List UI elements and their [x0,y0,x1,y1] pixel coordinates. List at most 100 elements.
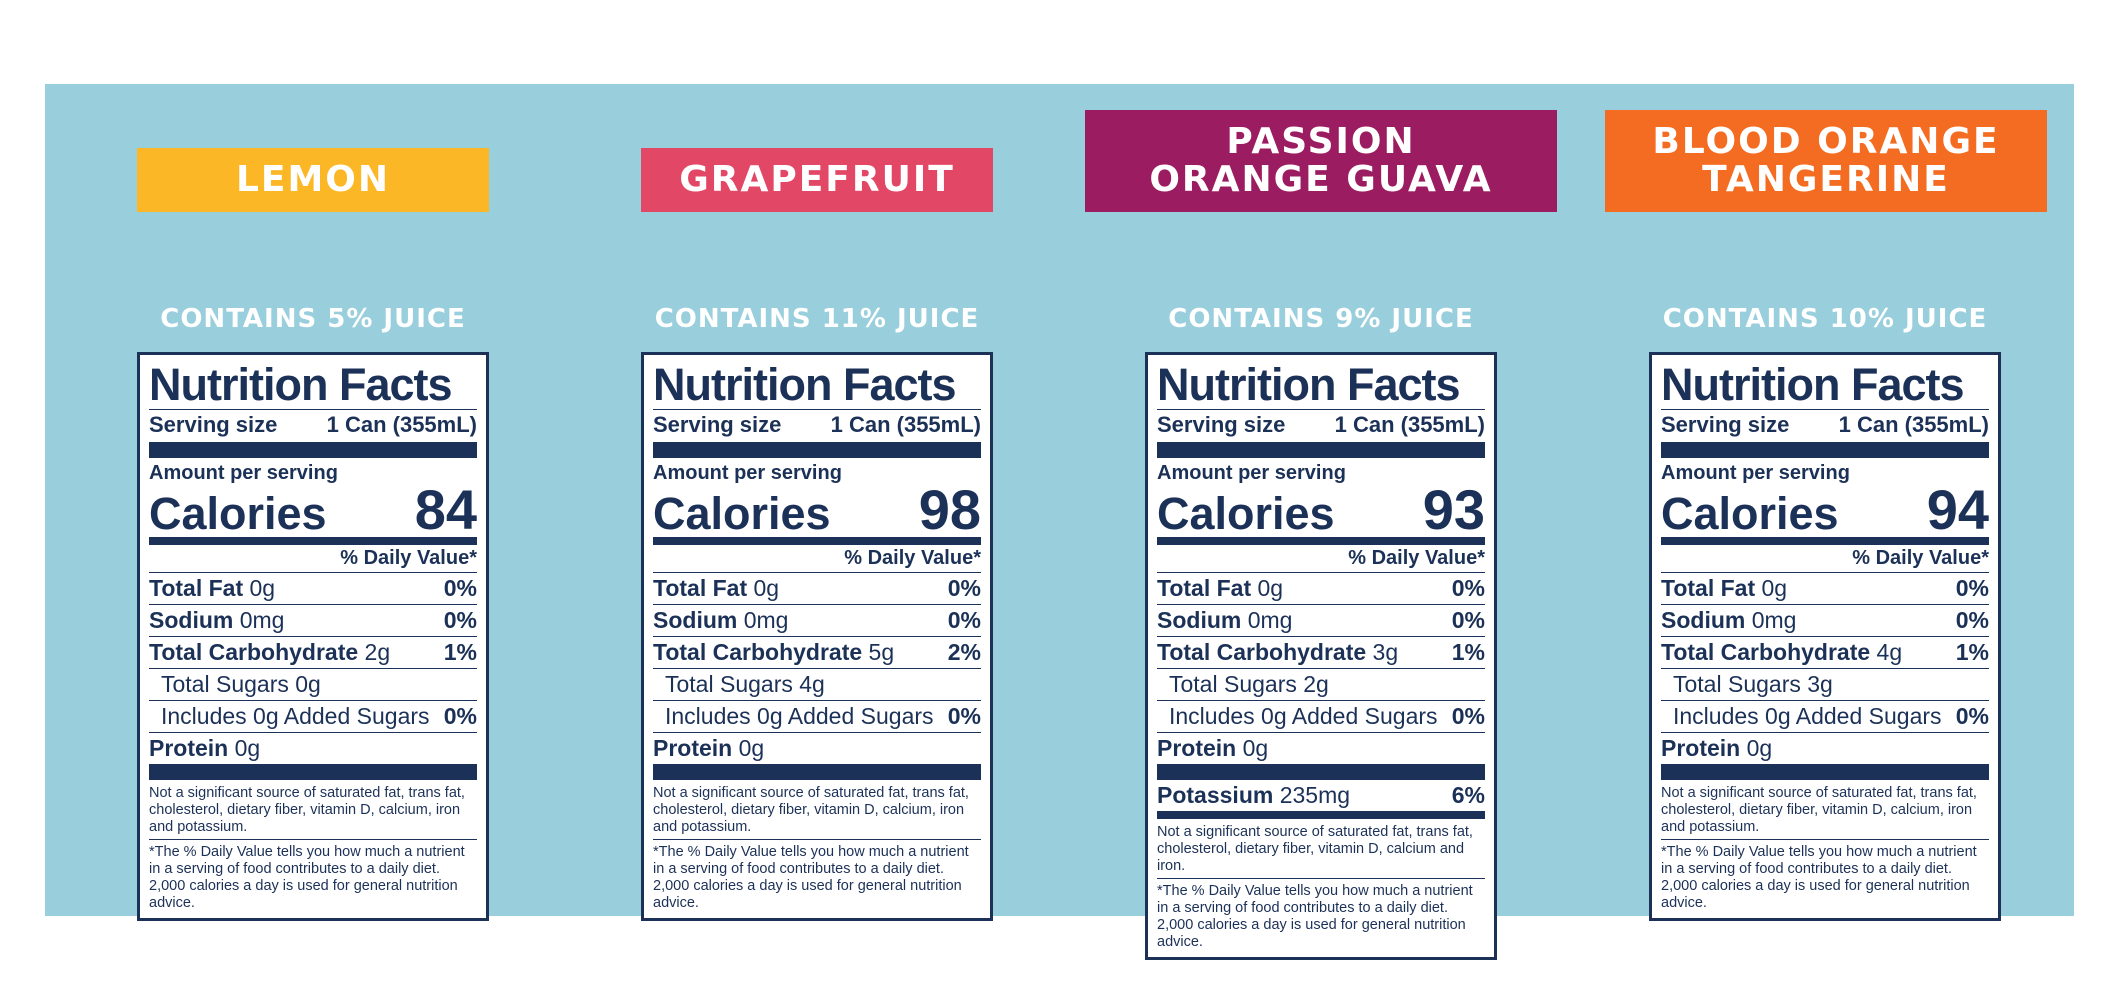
nutrient-daily-value: 0% [1451,607,1485,633]
footnote-not-significant: Not a significant source of saturated fa… [1661,785,1977,835]
medium-divider [1157,811,1485,819]
nutrient-daily-value: 0% [1955,703,1989,729]
serving-size-value: 1 Can (355mL) [326,412,477,437]
nutrient-amount: 0g [738,735,765,761]
nutrient-row-total-fat: Total Fat 0g 0% [1661,572,1989,604]
nutrient-row-total-sugars: Total Sugars 0g [149,668,477,700]
nutrient-name: Protein [149,735,229,761]
calories-row: Calories 84 [149,482,477,538]
nutrient-name: Total Carbohydrate [1157,639,1367,665]
footnote-daily-value: *The % Daily Value tells you how much a … [149,839,477,914]
nutrient-name: Total Carbohydrate [149,639,359,665]
calories-row: Calories 98 [653,482,981,539]
nutrient-daily-value: 0% [947,575,981,601]
nutrient-amount: 2g [364,639,391,665]
nutrient-name: Total Carbohydrate [1661,639,1871,665]
nutrient-name: Total Fat [1157,575,1252,601]
nutrient-name: Potassium [1157,782,1274,808]
nutrition-facts-title: Nutrition Facts [1157,359,1461,410]
thick-divider [1157,442,1485,458]
nutrient-row-sodium: Sodium 0mg 0% [1661,604,1989,636]
nutrient-name: Protein [1157,735,1237,761]
nutrient-name: Sodium [1157,607,1242,633]
footnote-daily-value: *The % Daily Value tells you how much a … [1661,839,1989,914]
thick-divider [653,442,981,458]
nutrient-name: Sodium [149,607,234,633]
nutrient-daily-value: 0% [947,703,981,729]
nutrient-name: Sodium [1661,607,1746,633]
serving-size-row: Serving size 1 Can (355mL) [149,409,477,442]
nutrient-daily-value: 1% [1451,639,1485,665]
nutrient-daily-value: 2% [947,639,981,665]
calories-row: Calories 93 [1157,478,1485,541]
nutrient-name: Total Fat [149,575,244,601]
footnote-not-significant: Not a significant source of saturated fa… [149,785,465,835]
nutrient-daily-value: 0% [1451,575,1485,601]
footnote-daily-value: *The % Daily Value tells you how much a … [1157,878,1485,953]
nutrient-amount: 0g [1761,575,1788,601]
nutrient-name: Includes 0g Added Sugars [665,703,934,729]
nutrient-row-sodium: Sodium 0mg 0% [149,604,477,636]
nutrient-name: Sodium [653,607,738,633]
nutrient-amount: 0mg [1247,607,1293,633]
nutrient-row-sodium: Sodium 0mg 0% [1157,604,1485,636]
nutrient-daily-value: 0% [443,703,477,729]
nutrient-name: Total Carbohydrate [653,639,863,665]
serving-size-row: Serving size 1 Can (355mL) [1661,409,1989,442]
amount-per-serving: Amount per serving [1157,462,1346,484]
nutrient-row-total-fat: Total Fat 0g 0% [1157,572,1485,604]
calories-value: 94 [1926,478,1989,541]
nutrient-name: Total Sugars 2g [1169,671,1329,697]
nutrient-amount: 0mg [239,607,285,633]
juice-content-caption: CONTAINS 10% JUICE [1662,304,1988,334]
nutrient-row-total-fat: Total Fat 0g 0% [653,572,981,604]
flavor-banner: LEMON [137,148,489,212]
nutrient-name: Total Fat [653,575,748,601]
nutrition-facts-label: Nutrition Facts Serving size 1 Can (355m… [641,352,993,921]
serving-size-value: 1 Can (355mL) [1334,412,1485,437]
calories-label: Calories [653,488,831,539]
nutrient-name: Total Fat [1661,575,1756,601]
background-panel: LEMON CONTAINS 5% JUICE Nutrition Facts … [45,84,2074,960]
thick-divider [1661,442,1989,458]
nutrition-facts-title: Nutrition Facts [1661,359,1965,410]
thick-divider [1661,764,1989,780]
nutrient-row-total-carbohydrate: Total Carbohydrate 2g 1% [149,636,477,668]
medium-divider [1157,537,1485,545]
nutrient-daily-value: 1% [443,639,477,665]
juice-content-caption: CONTAINS 11% JUICE [654,304,980,334]
calories-label: Calories [1661,488,1839,539]
serving-size-row: Serving size 1 Can (355mL) [1157,409,1485,442]
daily-value-header: % Daily Value* [1348,547,1485,569]
nutrient-amount: 0g [1257,575,1284,601]
nutrient-amount: 0g [1746,735,1773,761]
nutrient-name: Total Sugars 4g [665,671,825,697]
juice-content-caption: CONTAINS 5% JUICE [160,304,466,334]
nutrition-facts-title: Nutrition Facts [149,359,453,410]
nutrient-amount: 0mg [1751,607,1797,633]
calories-value: 93 [1422,478,1485,541]
nutrient-name: Total Sugars 3g [1673,671,1833,697]
nutrient-daily-value: 0% [1451,703,1485,729]
juice-content-caption: CONTAINS 9% JUICE [1168,304,1474,334]
nutrient-row-total-sugars: Total Sugars 2g [1157,668,1485,700]
nutrient-daily-value: 1% [1955,639,1989,665]
nutrition-facts-title: Nutrition Facts [653,359,957,410]
nutrient-daily-value: 0% [443,607,477,633]
serving-size-label: Serving size [1661,412,1790,437]
nutrient-amount: 4g [1876,639,1903,665]
serving-size-value: 1 Can (355mL) [1838,412,1989,437]
medium-divider [1661,537,1989,545]
nutrient-row-protein: Protein 0g [1157,732,1485,764]
nutrient-row-total-sugars: Total Sugars 3g [1661,668,1989,700]
nutrient-row-total-carbohydrate: Total Carbohydrate 4g 1% [1661,636,1989,668]
serving-size-value: 1 Can (355mL) [830,412,981,437]
footnote-not-significant: Not a significant source of saturated fa… [1157,824,1473,874]
nutrient-name: Includes 0g Added Sugars [1169,703,1438,729]
daily-value-header: % Daily Value* [340,547,477,569]
nutrient-name: Includes 0g Added Sugars [1673,703,1942,729]
nutrient-row-added-sugars: Includes 0g Added Sugars 0% [1157,700,1485,732]
nutrient-row-total-sugars: Total Sugars 4g [653,668,981,700]
thick-divider [149,442,477,458]
nutrient-name: Protein [653,735,733,761]
